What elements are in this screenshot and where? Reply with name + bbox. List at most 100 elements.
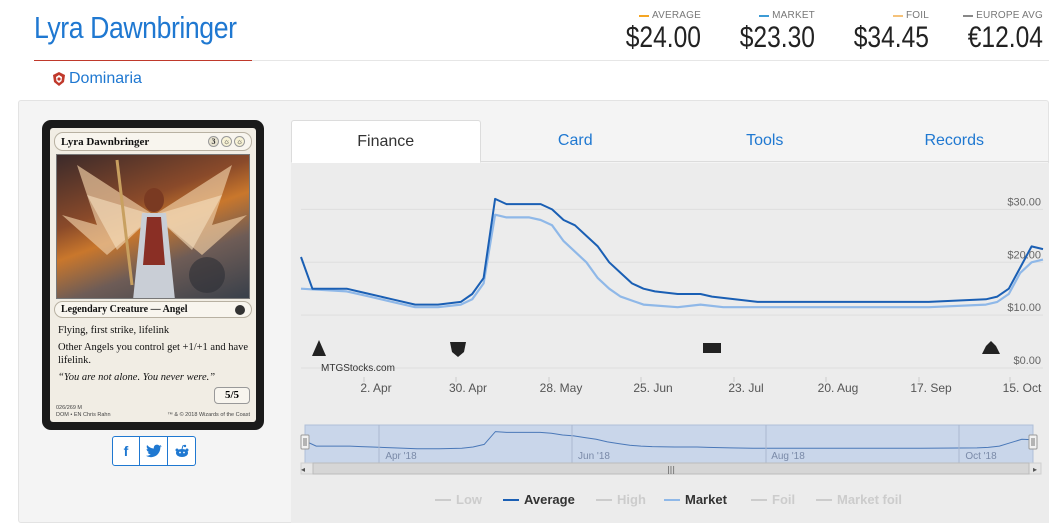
series-line-market: [300, 213, 1044, 309]
twitter-icon: [145, 444, 162, 458]
price-average: Average $24.00: [587, 10, 701, 54]
set-icon-shape: [450, 342, 466, 357]
scrollbar-thumb: [312, 462, 1030, 475]
facebook-icon: f: [123, 443, 129, 459]
legend-item-average: Average: [524, 492, 575, 507]
y-tick-label: $0.00: [1013, 355, 1041, 367]
price-label: Europe Avg: [976, 10, 1043, 21]
set-icon-shape: [703, 343, 721, 353]
title-underline: [34, 60, 252, 61]
masters-25-icon: [312, 340, 326, 356]
navigator-series: [304, 431, 1034, 450]
dominaria-icon: [450, 342, 466, 357]
navigator-tick-label: Aug '18: [771, 451, 805, 462]
legend-item-low: Low: [456, 492, 483, 507]
x-tick-label: 28. May: [540, 381, 583, 395]
share-buttons: f: [112, 436, 196, 466]
market-marker-icon: [759, 14, 770, 17]
scroll-left-icon: ◂: [301, 465, 305, 474]
price-foil: Foil $34.45: [815, 10, 929, 54]
rules-line: Flying, first strike, lifelink: [58, 325, 170, 336]
price-market: Market $23.30: [701, 10, 815, 54]
price-chart[interactable]: $0.00 $10.00 $20.00 $30.00 MTGStocks.com 2. A…: [291, 163, 1049, 523]
average-marker-icon: [638, 14, 649, 17]
series-line-average: [300, 197, 1044, 306]
navigator-handle: [1028, 434, 1038, 450]
set-link[interactable]: Dominaria: [52, 70, 142, 88]
price-value: $23.30: [739, 21, 815, 54]
dominaria-set-icon: [53, 72, 65, 86]
tab-card[interactable]: Card: [557, 132, 593, 149]
navigator-handle: [300, 434, 310, 450]
legend-item-market-foil: Market foil: [837, 492, 902, 507]
navigator-tick-label: Oct '18: [965, 451, 997, 462]
card-tabs: Finance Card Tools Records: [291, 120, 1049, 163]
price-europe: Europe Avg €12.04: [929, 10, 1043, 54]
card-type-line: Legendary Creature — Angel: [54, 301, 252, 318]
reddit-share-button[interactable]: [168, 436, 196, 466]
card-artist-line: DOM • EN Chris Rahn: [56, 412, 111, 418]
header-divider: [252, 60, 1049, 61]
foil-marker-icon: [892, 14, 903, 17]
scrollbar-grip-icon: |||: [667, 465, 675, 474]
card-image-name: Lyra Dawnbringer: [61, 135, 150, 148]
collector-number: 026/269 M: [56, 405, 82, 411]
reddit-icon: [175, 444, 188, 457]
card-footer: 026/269 M DOM • EN Chris Rahn ™ & © 2018…: [56, 405, 250, 419]
x-tick-label: 23. Jul: [728, 381, 763, 395]
card-name-bar: Lyra Dawnbringer 3 ☼ ☼: [54, 132, 252, 151]
card-image[interactable]: Lyra Dawnbringer 3 ☼ ☼: [42, 120, 264, 430]
card-rules-text: Flying, first strike, lifelink Other Ang…: [58, 324, 248, 388]
price-value: $34.45: [853, 21, 929, 54]
copyright: ™ & © 2018 Wizards of the Coast: [167, 412, 250, 418]
legend-item-market: Market: [685, 492, 728, 507]
y-tick-label: $30.00: [1007, 196, 1041, 208]
price-value: €12.04: [967, 21, 1043, 54]
y-tick-label: $10.00: [1007, 302, 1041, 314]
navigator-window: [304, 424, 1034, 464]
chart-watermark: MTGStocks.com: [321, 363, 395, 374]
set-symbol-icon: [235, 304, 245, 315]
navigator-tick-label: Apr '18: [385, 451, 417, 462]
core-2019-icon: [703, 343, 721, 353]
rules-line: Other Angels you control get +1/+1 and h…: [58, 342, 249, 366]
x-tick-label: 17. Sep: [910, 381, 952, 395]
scroll-right-icon: ▸: [1033, 465, 1037, 474]
price-label: Market: [772, 10, 815, 21]
tab-records[interactable]: Records: [924, 132, 985, 149]
white-mana-icon: ☼: [221, 136, 232, 147]
price-chart-svg: $0.00 $10.00 $20.00 $30.00 MTGStocks.com 2. A…: [300, 196, 1044, 507]
card-art: [56, 154, 250, 299]
y-tick-label: $20.00: [1007, 249, 1041, 261]
x-tick-label: 15. Oct: [1003, 381, 1042, 395]
price-value: $24.00: [625, 21, 701, 54]
x-tick-label: 25. Jun: [633, 381, 672, 395]
set-icon-shape: [312, 340, 326, 356]
type-line-text: Legendary Creature — Angel: [61, 304, 188, 315]
flavor-text: “You are not alone. You never were.”: [58, 372, 216, 383]
power-toughness: 5/5: [214, 387, 250, 404]
europe-marker-icon: [963, 14, 974, 17]
angel-art-illustration: [62, 159, 247, 298]
tab-finance[interactable]: Finance: [291, 120, 481, 163]
set-name: Dominaria: [69, 70, 142, 87]
generic-mana-icon: 3: [208, 136, 219, 147]
price-summary: Average $24.00 Market $23.30 Foil $34.45…: [587, 10, 1043, 54]
page-title: Lyra Dawnbringer: [34, 10, 237, 45]
mana-cost: 3 ☼ ☼: [208, 136, 245, 147]
guilds-of-ravnica-icon: [982, 341, 1000, 354]
legend-item-foil: Foil: [772, 492, 795, 507]
legend-item-high: High: [617, 492, 646, 507]
tab-tools[interactable]: Tools: [746, 132, 784, 149]
price-label: Foil: [905, 10, 929, 21]
x-tick-label: 30. Apr: [449, 381, 487, 395]
navigator-tick-label: Jun '18: [578, 451, 610, 462]
twitter-share-button[interactable]: [140, 436, 168, 466]
x-tick-label: 2. Apr: [360, 381, 391, 395]
white-mana-icon: ☼: [234, 136, 245, 147]
facebook-share-button[interactable]: f: [112, 436, 140, 466]
set-icon-shape: [982, 341, 1000, 354]
price-label: Average: [651, 10, 701, 21]
x-tick-label: 20. Aug: [818, 381, 859, 395]
